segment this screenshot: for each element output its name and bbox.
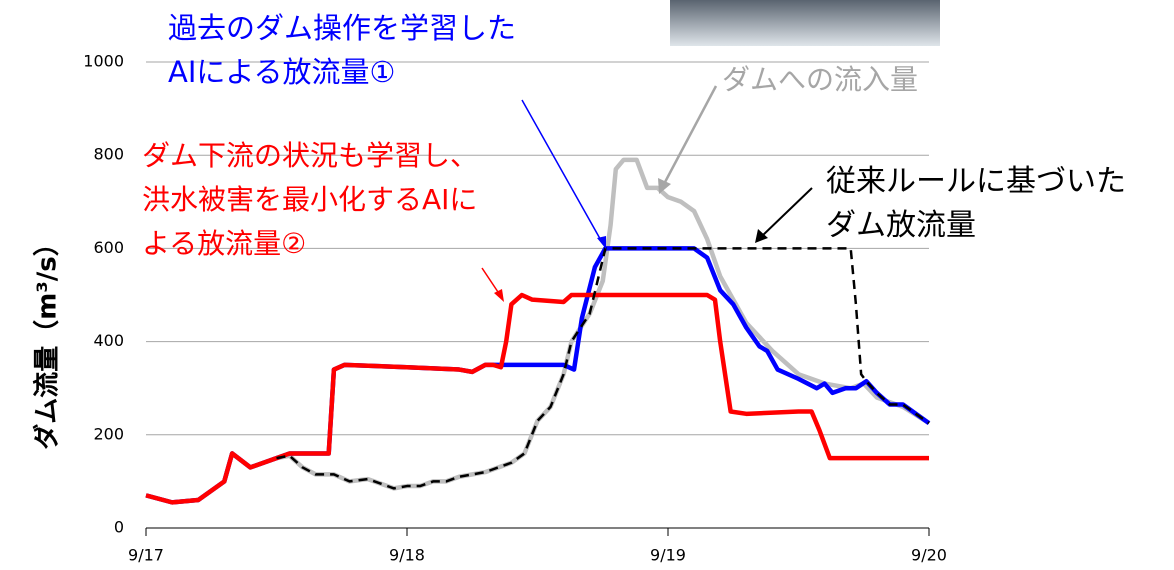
dam-photo (670, 0, 940, 46)
y-tick-label: 600 (93, 238, 124, 257)
y-axis-label: ダム流量（m³/s） (32, 230, 63, 449)
y-tick-label: 200 (93, 424, 124, 443)
x-tick-label: 9/20 (911, 546, 947, 565)
x-tick-label: 9/17 (128, 546, 164, 565)
arrows (481, 85, 813, 302)
annotation: 従来ルールに基づいたダム放流量 (826, 164, 1126, 243)
series-line (145, 292, 929, 505)
y-tick-label: 1000 (83, 52, 124, 71)
y-tick-label: 800 (93, 145, 124, 164)
annotation: ダム下流の状況も学習し、洪水被害を最小化するAIによる放流量② (142, 139, 479, 260)
annotation: ダムへの流入量 (722, 63, 919, 96)
x-tick-label: 9/19 (650, 546, 686, 565)
x-tick-label: 9/18 (389, 546, 425, 565)
y-tick-label: 400 (93, 331, 124, 350)
y-tick-label: 0 (114, 518, 124, 537)
annotation: 過去のダム操作を学習したAIによる放流量① (168, 11, 517, 89)
series-line (276, 247, 930, 490)
